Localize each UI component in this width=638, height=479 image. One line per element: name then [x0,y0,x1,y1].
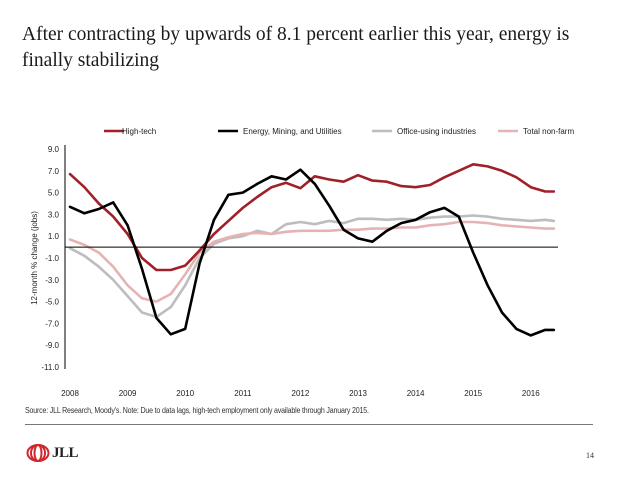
y-tick-label: 1.0 [48,232,60,241]
x-tick-label: 2016 [522,389,540,398]
y-tick-label: -11.0 [41,363,59,372]
x-tick-label: 2008 [61,389,79,398]
legend-item-total-non-farm: Total non-farm [498,127,574,136]
x-tick-label: 2010 [176,389,194,398]
footer-divider [25,424,593,425]
x-tick-label: 2009 [119,389,137,398]
page-number: 14 [586,451,594,460]
legend-label: High-tech [122,127,156,136]
y-tick-label: 7.0 [48,167,60,176]
y-axis-ticks: 9.0 7.0 5.0 3.0 1.0 -1.0 -3.0 -5.0 -7.0 -9.0 -11.0 [41,145,59,372]
x-axis-ticks: 2008 2009 2010 2011 2012 2013 2014 2015 2016 [61,389,540,398]
series-line-total-non-farm [68,220,556,303]
chart-series [68,163,556,337]
y-tick-label: -7.0 [45,319,59,328]
y-tick-label: -5.0 [45,298,59,307]
slide-title: After contracting by upwards of 8.1 perc… [22,24,570,71]
jll-logo: JLL [26,444,79,462]
source-note: Source: JLL Research, Moody's. Note: Due… [25,406,369,415]
y-tick-label: -1.0 [45,254,59,263]
jll-rings-logo-icon [26,444,50,462]
series-line-office-using-industries [68,214,556,319]
logo-text: JLL [52,444,79,461]
chart-legend: High-tech Energy, Mining, and Utilities Of… [104,127,574,136]
legend-item-energy-mining-and-utilities: Energy, Mining, and Utilities [218,127,342,136]
x-tick-label: 2014 [407,389,425,398]
series-line-energy-mining-and-utilities [68,168,556,337]
legend-item-high-tech: High-tech [104,127,156,136]
y-tick-label: -3.0 [45,276,59,285]
legend-item-office-using-industries: Office-using industries [372,127,476,136]
y-tick-label: 3.0 [48,210,60,219]
x-tick-label: 2012 [292,389,310,398]
y-tick-label: -9.0 [45,341,59,350]
y-tick-label: 9.0 [48,145,60,154]
y-axis-label: 12-month % change (jobs) [30,211,39,305]
x-tick-label: 2013 [349,389,367,398]
legend-label: Total non-farm [523,127,574,136]
x-tick-label: 2011 [234,389,252,398]
series-line-high-tech [68,163,556,272]
legend-label: Energy, Mining, and Utilities [243,127,342,136]
x-tick-label: 2015 [464,389,482,398]
y-tick-label: 5.0 [48,189,60,198]
legend-label: Office-using industries [397,127,476,136]
